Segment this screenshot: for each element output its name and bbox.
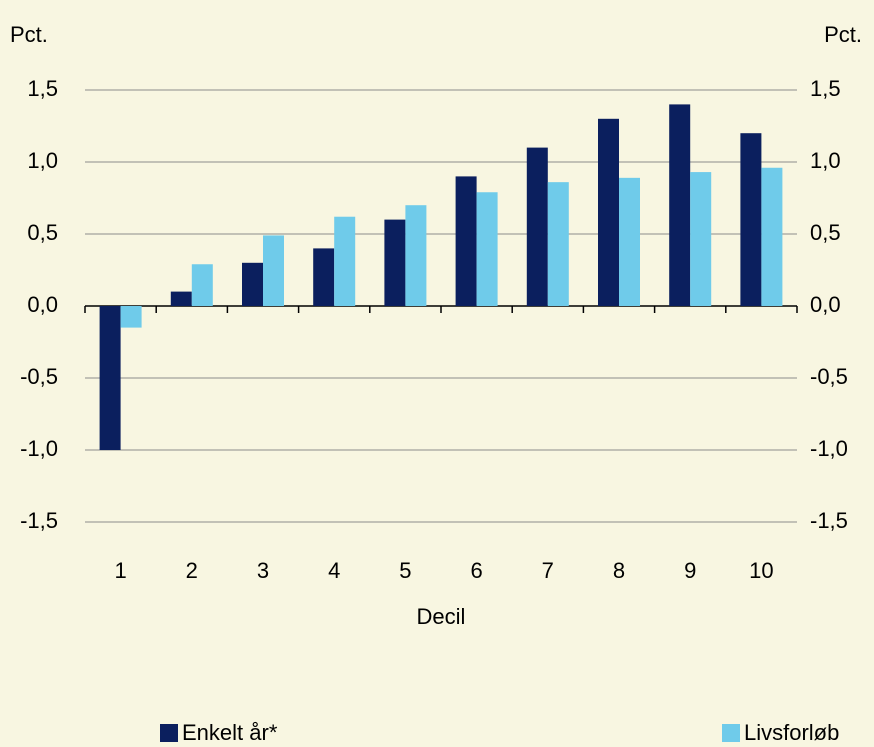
x-tick-label: 2 <box>186 558 198 583</box>
legend-label: Livsforløb <box>744 720 839 745</box>
bar <box>405 205 427 306</box>
y-tick-label: 1,0 <box>27 148 58 173</box>
bar <box>740 133 762 306</box>
bar <box>455 176 477 306</box>
y2-axis-label: Pct. <box>824 22 862 47</box>
y-tick-label: -0,5 <box>20 364 58 389</box>
bar <box>690 172 712 306</box>
x-tick-label: 9 <box>684 558 696 583</box>
y2-tick-label: -0,5 <box>810 364 848 389</box>
y-tick-label: -1,0 <box>20 436 58 461</box>
bar <box>334 216 356 306</box>
y2-tick-label: -1,5 <box>810 508 848 533</box>
bar <box>619 177 640 306</box>
y-tick-label: 0,0 <box>27 292 58 317</box>
bar <box>99 306 121 450</box>
bar <box>191 264 213 306</box>
bar <box>170 291 192 306</box>
legend-swatch <box>160 724 178 742</box>
bar <box>313 248 335 306</box>
x-axis-label: Decil <box>417 604 466 629</box>
bar <box>120 306 142 328</box>
x-tick-label: 6 <box>470 558 482 583</box>
bar <box>526 147 548 306</box>
bar <box>669 104 691 307</box>
y-axis-label: Pct. <box>10 22 48 47</box>
x-tick-label: 7 <box>542 558 554 583</box>
y-tick-label: -1,5 <box>20 508 58 533</box>
y2-tick-label: -1,0 <box>810 436 848 461</box>
bar <box>547 182 569 306</box>
x-tick-label: 8 <box>613 558 625 583</box>
legend-swatch <box>722 724 740 742</box>
bar <box>242 262 263 306</box>
legend-label: Enkelt år* <box>182 720 278 745</box>
y2-tick-label: 0,0 <box>810 292 841 317</box>
y-tick-label: 0,5 <box>27 220 58 245</box>
x-tick-label: 5 <box>399 558 411 583</box>
bar <box>761 167 783 306</box>
y2-tick-label: 0,5 <box>810 220 841 245</box>
y-tick-label: 1,5 <box>27 76 58 101</box>
y2-tick-label: 1,0 <box>810 148 841 173</box>
bar <box>598 118 619 306</box>
bar <box>263 235 284 306</box>
bar <box>384 219 406 306</box>
x-tick-label: 10 <box>749 558 773 583</box>
x-tick-label: 4 <box>328 558 340 583</box>
x-tick-label: 1 <box>114 558 126 583</box>
bar <box>476 192 498 306</box>
y2-tick-label: 1,5 <box>810 76 841 101</box>
x-tick-label: 3 <box>257 558 269 583</box>
